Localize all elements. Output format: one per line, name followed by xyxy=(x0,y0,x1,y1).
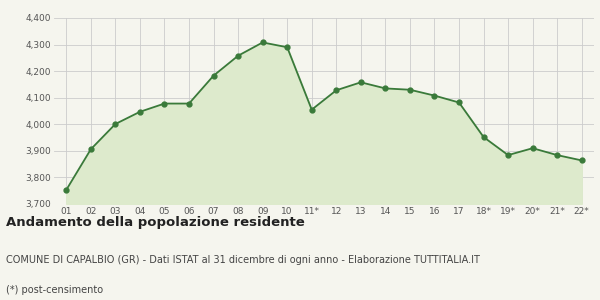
Text: Andamento della popolazione residente: Andamento della popolazione residente xyxy=(6,216,305,229)
Text: (*) post-censimento: (*) post-censimento xyxy=(6,285,103,295)
Text: COMUNE DI CAPALBIO (GR) - Dati ISTAT al 31 dicembre di ogni anno - Elaborazione : COMUNE DI CAPALBIO (GR) - Dati ISTAT al … xyxy=(6,255,480,265)
